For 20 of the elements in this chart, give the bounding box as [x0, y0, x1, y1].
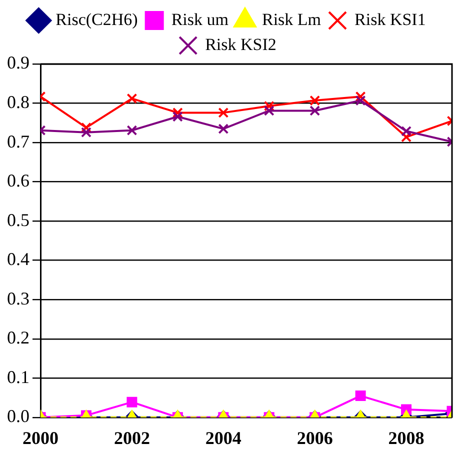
x-tick-label: 2002: [114, 428, 150, 448]
y-tick-label: 0.6: [7, 170, 30, 191]
x-tick-label: 2000: [22, 428, 58, 448]
y-tick-label: 0.7: [7, 131, 30, 152]
x-tick-label: 2008: [388, 428, 424, 448]
y-tick-label: 0.9: [7, 52, 30, 73]
y-tick-label: 0.2: [7, 328, 30, 348]
x-tick-label: 2004: [205, 428, 242, 448]
legend-label: Risk KSI2: [205, 34, 276, 54]
legend-label: Risk Lm: [262, 10, 322, 29]
legend-label: Risc(C2H6): [56, 10, 138, 29]
legend-label: Risk KSI1: [354, 10, 426, 29]
y-tick-label: 0.1: [7, 366, 30, 387]
y-tick-label: 0.5: [7, 210, 30, 230]
legend-label: Risk um: [171, 10, 228, 29]
y-tick-label: 0.8: [7, 92, 30, 112]
y-tick-label: 0.0: [7, 406, 30, 426]
y-tick-label: 0.4: [7, 249, 30, 270]
y-tick-label: 0.3: [7, 288, 30, 308]
x-tick-label: 2006: [296, 428, 333, 448]
